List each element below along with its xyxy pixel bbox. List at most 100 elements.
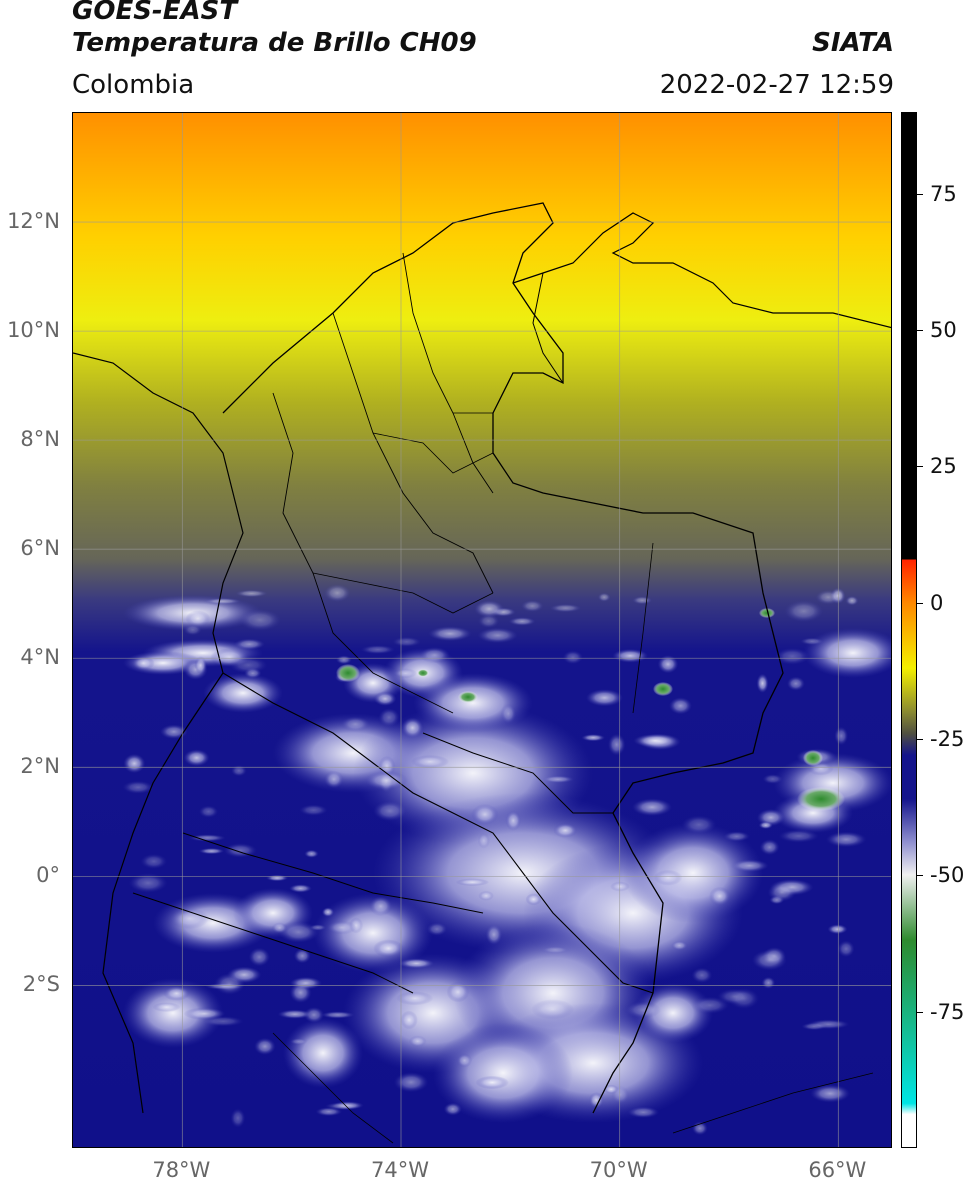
cloud-speck xyxy=(400,1010,418,1030)
cloud-speck xyxy=(315,1107,342,1117)
colorbar-tick-mark xyxy=(917,875,923,877)
cloud-speck xyxy=(393,668,418,679)
satellite-map[interactable] xyxy=(72,112,892,1148)
cloud-speck xyxy=(669,697,692,715)
cloud-speck xyxy=(691,996,729,1014)
cloud-speck xyxy=(426,922,447,936)
cloud-speck xyxy=(691,967,713,983)
cloud-blob xyxy=(433,1023,573,1123)
cloud-speck xyxy=(505,810,522,831)
cloud-blob xyxy=(633,983,713,1043)
cloud-speck xyxy=(625,1001,661,1019)
cloud-speck xyxy=(632,596,653,605)
cloud-speck xyxy=(477,627,518,644)
cloud-speck xyxy=(183,749,210,767)
cloud-speck xyxy=(408,1035,427,1048)
lat-tick-label: 6°N xyxy=(20,536,60,561)
cloud-speck xyxy=(730,859,769,872)
cloud-speck xyxy=(478,614,500,628)
colorbar xyxy=(901,112,917,1148)
colorbar-tick-mark xyxy=(917,739,923,741)
cloud-speck xyxy=(304,849,319,858)
cloud-speck xyxy=(653,869,683,886)
cloud-speck xyxy=(140,854,167,869)
cloud-speck xyxy=(229,656,268,674)
cloud-speck xyxy=(183,624,202,636)
cloud-blob xyxy=(413,673,533,733)
cloud-speck xyxy=(761,976,776,989)
lat-tick-label: 8°N xyxy=(20,427,60,452)
colorbar-tick-mark xyxy=(917,330,923,332)
cloud-speck xyxy=(627,1106,660,1118)
cloud-speck xyxy=(807,1019,850,1030)
colorbar-tick-label: 75 xyxy=(930,181,957,206)
colorbar-tick-label: 25 xyxy=(930,454,957,479)
cloud-speck xyxy=(758,821,773,829)
cloud-speck xyxy=(373,691,397,706)
region-label: Colombia xyxy=(72,70,195,100)
brand-label: SIATA xyxy=(812,28,894,58)
cloud-speck xyxy=(826,831,867,848)
cloud-speck xyxy=(223,843,257,858)
cloud-speck xyxy=(360,645,395,654)
cloud-speck xyxy=(341,716,370,732)
cloud-speck xyxy=(235,589,268,598)
cloud-speck xyxy=(230,1108,246,1128)
cloud-speck xyxy=(198,805,219,818)
lat-tick-label: 10°N xyxy=(7,318,60,343)
colorbar-tick-mark xyxy=(917,466,923,468)
cloud-speck xyxy=(321,907,335,917)
cloud-speck xyxy=(373,939,404,958)
cloud-speck xyxy=(128,873,168,893)
cloud-speck xyxy=(500,703,516,724)
lat-lon-grid xyxy=(73,113,891,1147)
cloud-speck xyxy=(446,981,470,1003)
cloud-speck xyxy=(428,626,472,642)
cloud-speck xyxy=(233,638,265,650)
cloud-speck xyxy=(443,1102,462,1116)
cloud-speck xyxy=(508,617,536,626)
cold-cloud-core xyxy=(336,664,360,682)
cloud-speck xyxy=(293,948,311,964)
cloud-speck xyxy=(289,1038,308,1045)
cloud-speck xyxy=(170,908,209,930)
cloud-speck xyxy=(369,896,393,916)
cloud-speck xyxy=(784,600,824,622)
colorbar-tick-label: -75 xyxy=(930,999,965,1024)
colorbar-tick-label: 50 xyxy=(930,318,957,343)
cloud-speck xyxy=(266,874,289,882)
cloud-blob xyxy=(803,628,891,678)
cloud-speck xyxy=(396,991,434,1006)
colorbar-tick-label: -25 xyxy=(930,727,965,752)
cloud-speck xyxy=(321,1011,355,1019)
cloud-speck xyxy=(585,689,624,707)
cold-cloud-core xyxy=(653,682,673,696)
cloud-speck xyxy=(183,1007,226,1020)
cloud-speck xyxy=(485,924,503,945)
cloud-speck xyxy=(756,673,769,693)
cloud-speck xyxy=(123,753,146,774)
cloud-speck xyxy=(692,1121,708,1136)
lon-tick-label: 74°W xyxy=(371,1158,429,1182)
cloud-speck xyxy=(309,924,327,931)
cloud-speck xyxy=(525,893,542,906)
cloud-speck xyxy=(324,770,344,789)
cloud-speck xyxy=(198,848,225,855)
cloud-speck xyxy=(767,883,797,902)
cold-cloud-core xyxy=(458,691,478,703)
cloud-tops xyxy=(122,584,891,1136)
cloud-speck xyxy=(238,609,281,631)
lon-tick-label: 66°W xyxy=(808,1158,867,1182)
cloud-speck xyxy=(541,775,575,783)
cloud-speck xyxy=(723,831,750,842)
cloud-speck xyxy=(152,1002,181,1012)
cloud-speck xyxy=(815,589,841,605)
cloud-speck xyxy=(588,1092,604,1109)
cloud-speck xyxy=(633,733,677,748)
cloud-speck xyxy=(717,988,752,1005)
cloud-speck xyxy=(612,648,648,663)
cloud-speck xyxy=(364,770,408,790)
cloud-speck xyxy=(478,890,494,901)
cloud-speck xyxy=(401,717,424,739)
lat-tick-label: 0° xyxy=(36,863,60,888)
